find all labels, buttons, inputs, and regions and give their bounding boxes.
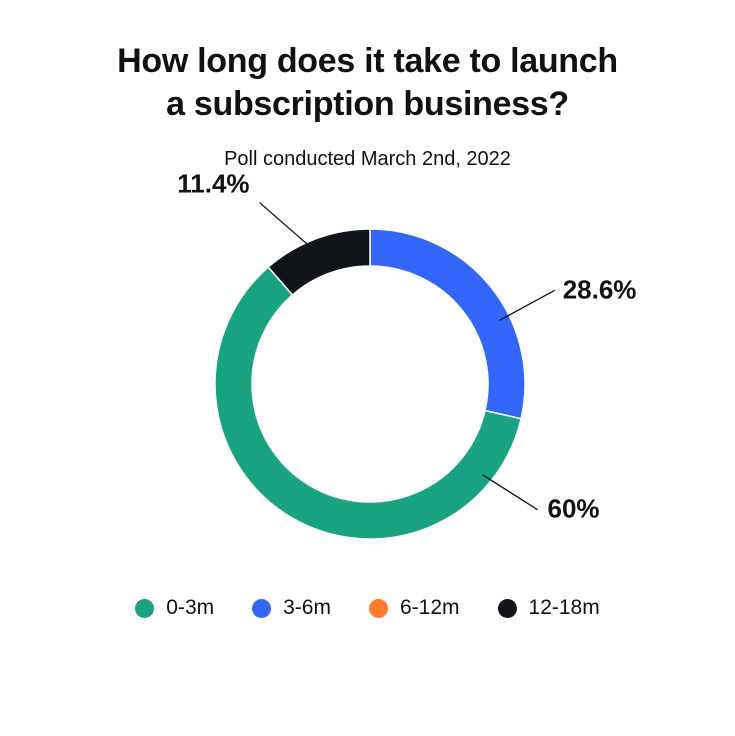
chart-legend: 0-3m 3-6m 6-12m 12-18m: [0, 594, 735, 622]
slice-12-18m: [267, 228, 371, 297]
leader-line-3-6m: [499, 289, 556, 321]
data-label-0-3m: 60%: [547, 494, 599, 524]
data-labels: 28.6% 60% 11.4%: [177, 169, 636, 524]
chart-title: How long does it take to launch a subscr…: [0, 40, 735, 126]
data-label-12-18m: 11.4%: [177, 169, 249, 199]
chart-title-line-2: a subscription business?: [166, 85, 569, 123]
legend-swatch-3-6m: [252, 598, 272, 618]
legend-label-6-12m: 6-12m: [399, 596, 460, 619]
legend-item-3-6m: 3-6m: [252, 594, 331, 622]
legend-item-6-12m: 6-12m: [368, 594, 460, 622]
legend-item-0-3m: 0-3m: [135, 594, 214, 622]
legend-swatch-0-3m: [135, 598, 155, 618]
legend-label-12-18m: 12-18m: [528, 596, 600, 619]
legend-label-3-6m: 3-6m: [283, 596, 331, 619]
donut-slices: [214, 228, 526, 540]
chart-title-line-1: How long does it take to launch: [117, 42, 618, 80]
slice-3-6m: [369, 228, 526, 420]
leader-line-12-18m: [259, 202, 315, 252]
data-label-3-6m: 28.6%: [563, 274, 637, 304]
leader-line-0-3m: [482, 474, 538, 511]
leader-lines: [259, 202, 556, 511]
legend-swatch-12-18m: [497, 598, 517, 618]
chart-subtitle: Poll conducted March 2nd, 2022: [224, 148, 511, 170]
slice-0-3m: [214, 266, 522, 540]
legend-item-12-18m: 12-18m: [497, 594, 600, 622]
legend-label-0-3m: 0-3m: [166, 596, 215, 619]
legend-swatch-6-12m: [368, 598, 388, 618]
